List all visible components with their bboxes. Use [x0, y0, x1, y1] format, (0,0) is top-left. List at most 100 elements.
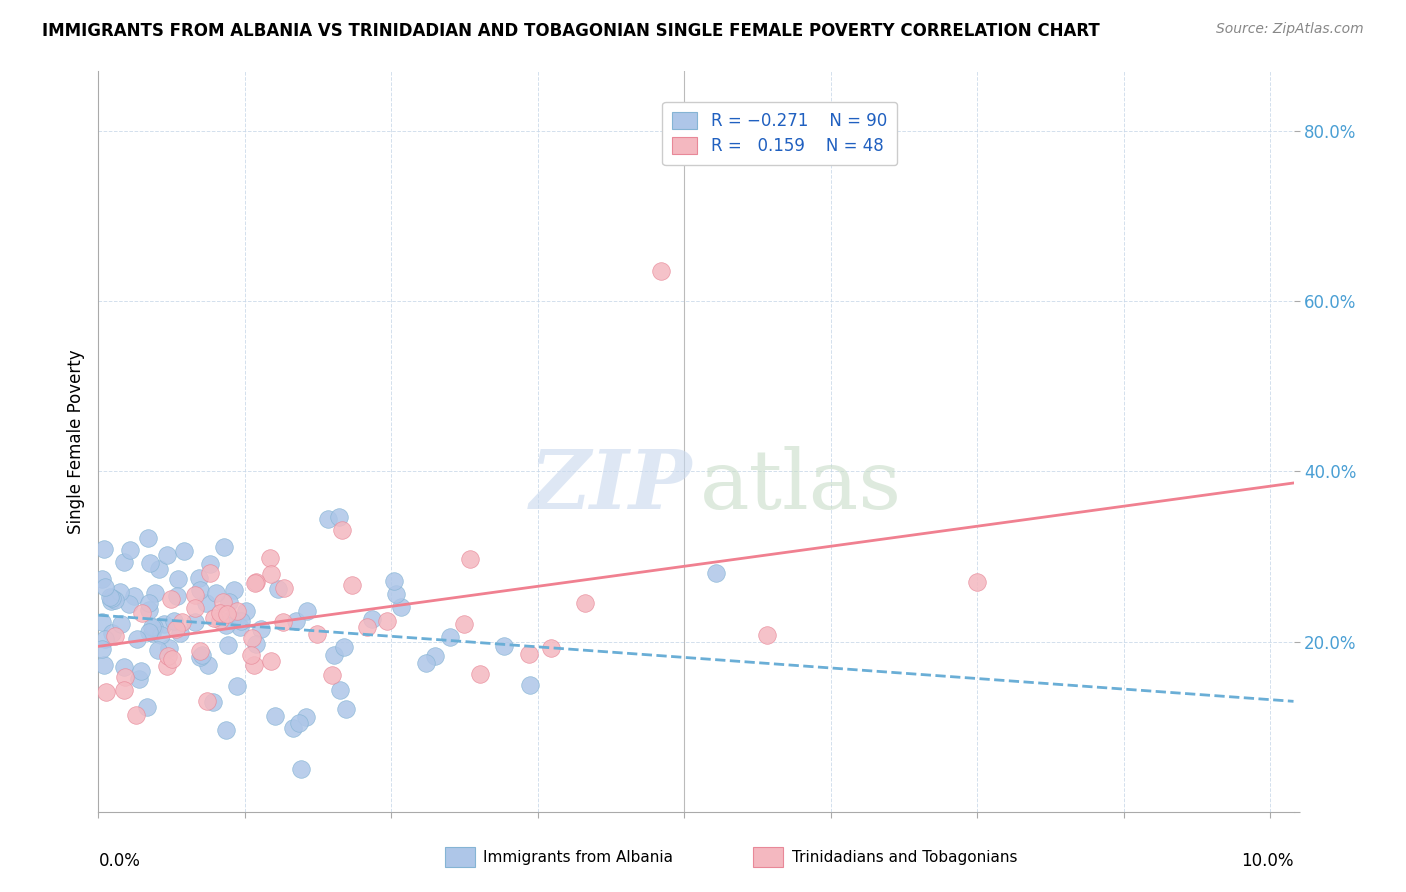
- Point: [225, 604, 247, 618]
- Point: [90, 572, 114, 586]
- Point: [129, 665, 152, 679]
- Point: [198, 557, 221, 571]
- Text: Trinidadians and Tobagonians: Trinidadians and Tobagonians: [792, 850, 1017, 865]
- Point: [148, 562, 170, 576]
- Point: [166, 589, 188, 603]
- Point: [382, 574, 405, 588]
- Point: [225, 679, 247, 693]
- Point: [156, 658, 179, 673]
- Point: [157, 648, 180, 663]
- Point: [202, 611, 225, 625]
- Point: [98, 591, 121, 605]
- Point: [162, 652, 184, 666]
- Point: [112, 682, 135, 697]
- Point: [335, 702, 357, 716]
- Point: [285, 614, 308, 628]
- Point: [330, 523, 353, 537]
- Point: [204, 586, 226, 600]
- Point: [188, 570, 211, 584]
- Point: [159, 592, 181, 607]
- Point: [138, 602, 160, 616]
- Point: [245, 574, 267, 589]
- Point: [385, 586, 408, 600]
- Point: [184, 588, 207, 602]
- Point: [141, 625, 163, 640]
- Point: [170, 615, 193, 629]
- Point: [169, 625, 191, 640]
- Point: [122, 590, 145, 604]
- Text: 0.0%: 0.0%: [98, 853, 141, 871]
- Point: [650, 264, 672, 278]
- Point: [540, 640, 562, 655]
- Point: [288, 715, 311, 730]
- Point: [108, 584, 131, 599]
- Point: [242, 658, 264, 673]
- Point: [128, 672, 150, 686]
- Point: [966, 575, 988, 590]
- Point: [118, 542, 141, 557]
- Point: [290, 762, 312, 776]
- Point: [574, 596, 596, 610]
- FancyBboxPatch shape: [446, 847, 475, 867]
- Point: [157, 640, 180, 655]
- Point: [141, 620, 163, 634]
- Point: [202, 695, 225, 709]
- Point: [217, 638, 239, 652]
- Point: [143, 586, 166, 600]
- Point: [195, 694, 218, 708]
- Legend: R = −0.271    N = 90, R =   0.159    N = 48: R = −0.271 N = 90, R = 0.159 N = 48: [662, 102, 897, 165]
- Point: [188, 650, 211, 665]
- Point: [260, 654, 283, 668]
- Point: [318, 512, 340, 526]
- Point: [167, 572, 190, 586]
- Point: [93, 542, 115, 557]
- Point: [136, 700, 159, 714]
- Point: [295, 709, 318, 723]
- Point: [93, 580, 115, 594]
- Point: [148, 643, 170, 657]
- Point: [240, 631, 263, 645]
- Point: [415, 656, 437, 670]
- Text: IMMIGRANTS FROM ALBANIA VS TRINIDADIAN AND TOBAGONIAN SINGLE FEMALE POVERTY CORR: IMMIGRANTS FROM ALBANIA VS TRINIDADIAN A…: [42, 22, 1099, 40]
- Point: [142, 620, 165, 634]
- Point: [188, 644, 211, 658]
- Point: [188, 582, 211, 597]
- Point: [163, 614, 186, 628]
- Point: [138, 596, 160, 610]
- Point: [183, 601, 205, 615]
- Point: [104, 593, 127, 607]
- Point: [221, 612, 243, 626]
- Point: [93, 657, 115, 672]
- Point: [138, 624, 160, 639]
- Point: [259, 551, 281, 566]
- Text: Source: ZipAtlas.com: Source: ZipAtlas.com: [1216, 22, 1364, 37]
- Point: [114, 555, 136, 569]
- Point: [235, 604, 257, 618]
- Point: [333, 640, 356, 654]
- Point: [260, 567, 283, 582]
- Point: [321, 668, 343, 682]
- Point: [208, 607, 231, 621]
- Point: [470, 667, 492, 681]
- Point: [356, 620, 378, 634]
- Point: [138, 556, 160, 570]
- Point: [389, 599, 412, 614]
- Point: [250, 622, 273, 636]
- Point: [243, 575, 266, 590]
- Point: [519, 677, 541, 691]
- Point: [329, 683, 352, 698]
- Point: [756, 628, 779, 642]
- Point: [273, 581, 295, 595]
- Point: [360, 612, 382, 626]
- Point: [125, 707, 148, 722]
- Point: [184, 615, 207, 630]
- Point: [215, 723, 238, 738]
- Point: [101, 591, 124, 606]
- Point: [267, 582, 290, 596]
- Point: [114, 670, 136, 684]
- Point: [136, 532, 159, 546]
- Point: [263, 709, 285, 723]
- Point: [212, 595, 235, 609]
- Point: [90, 615, 114, 630]
- Point: [239, 648, 262, 662]
